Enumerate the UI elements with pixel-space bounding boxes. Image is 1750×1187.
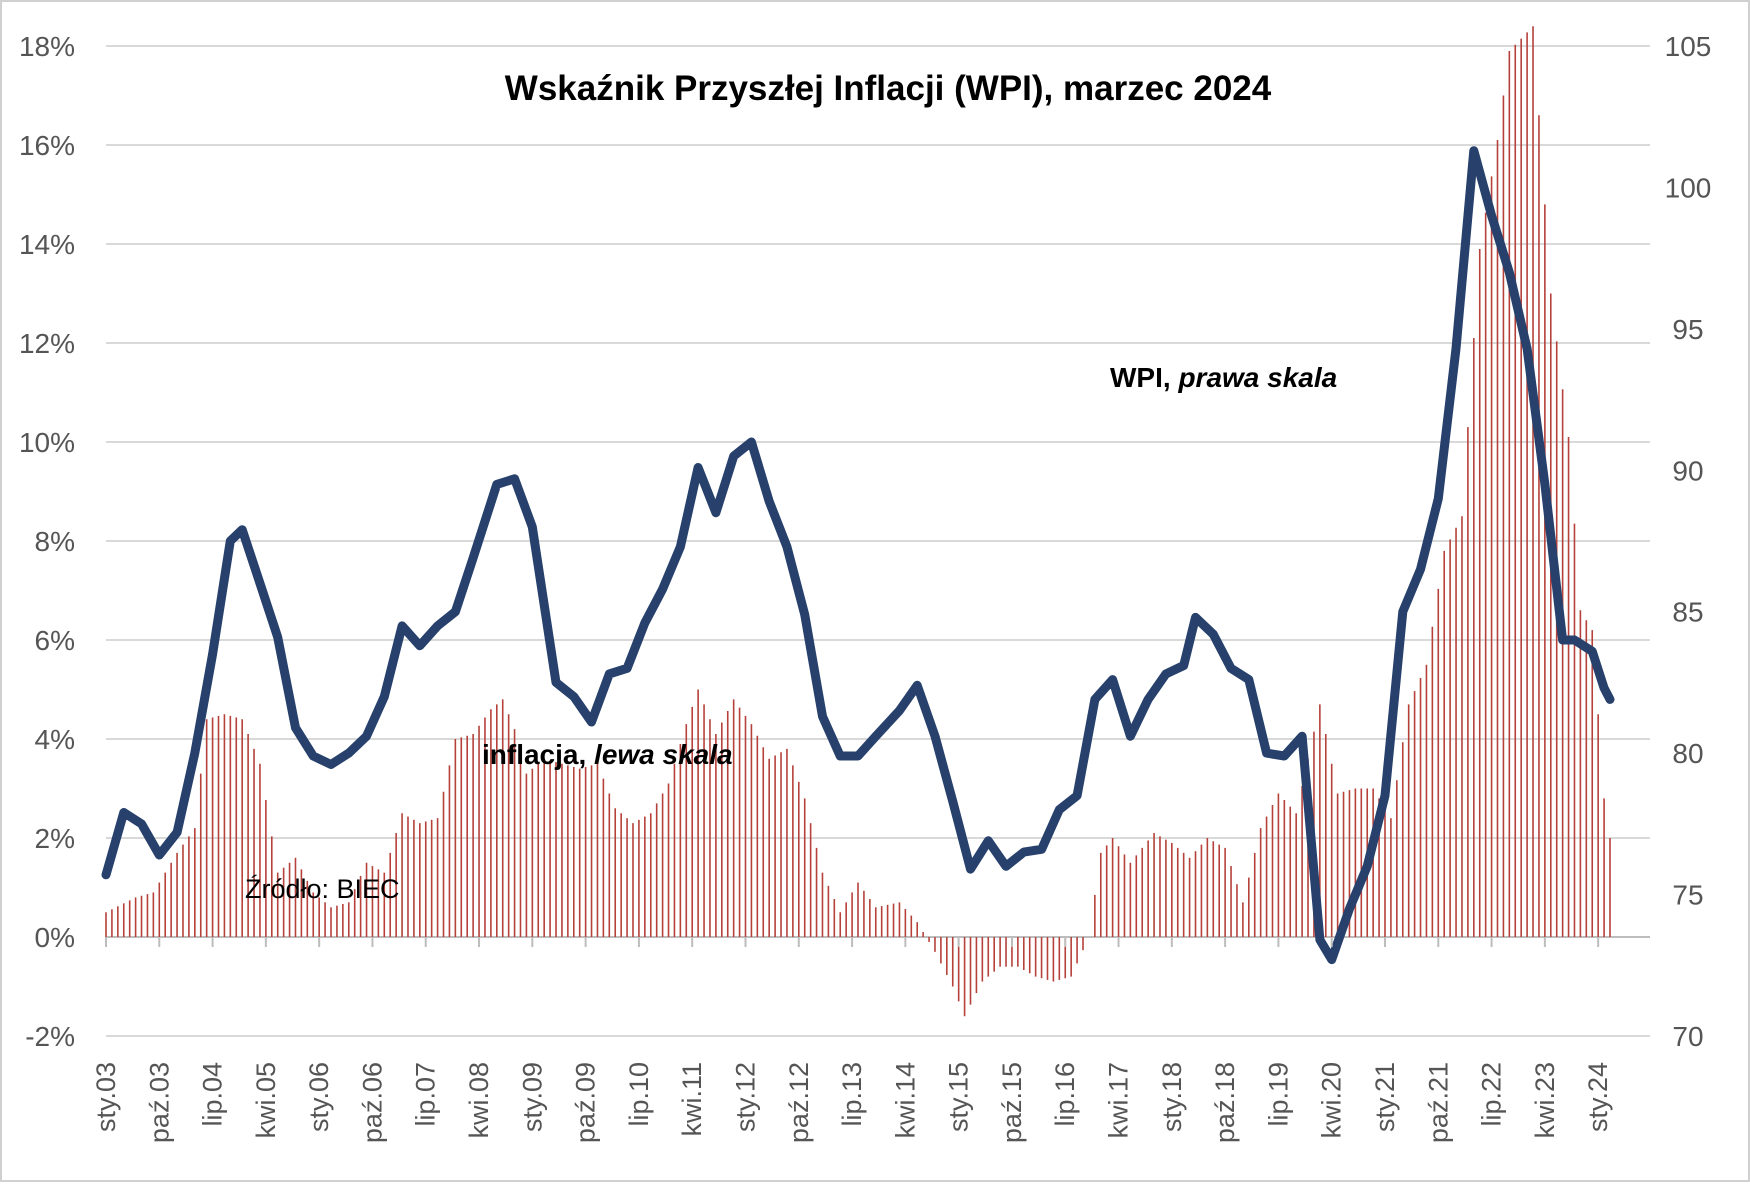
x-tick-label: kwi.17 bbox=[1104, 1062, 1134, 1139]
right-tick-label: 90 bbox=[1672, 455, 1703, 486]
x-tick-label: lip.13 bbox=[837, 1062, 867, 1127]
gridlines bbox=[106, 45, 1650, 1037]
x-tick-label: lip.07 bbox=[411, 1062, 441, 1127]
x-tick-label: kwi.23 bbox=[1530, 1062, 1560, 1139]
inflation-label-italic: lewa skala bbox=[594, 739, 733, 770]
x-axis: sty.03 paź.03 lip.04 kwi.05 sty.06 paź.06 lip.… bbox=[91, 937, 1613, 1143]
wpi-line-group bbox=[101, 146, 1615, 965]
inflation-series-label: inflacja, lewa skala bbox=[482, 739, 733, 770]
wpi-label-italic: prawa skala bbox=[1177, 362, 1337, 393]
wpi-series-label: WPI, prawa skala bbox=[1110, 362, 1337, 393]
x-tick-label: lip.10 bbox=[624, 1062, 654, 1127]
x-tick-label: lip.22 bbox=[1477, 1062, 1507, 1127]
x-tick-label: sty.21 bbox=[1370, 1062, 1400, 1132]
left-tick-label: 4% bbox=[35, 724, 75, 755]
inflation-bars bbox=[105, 26, 1611, 1017]
x-tick-label: paź.15 bbox=[997, 1062, 1027, 1143]
wpi-line bbox=[101, 146, 1615, 965]
x-tick-label: paź.06 bbox=[357, 1062, 387, 1143]
left-tick-label: 16% bbox=[19, 130, 75, 161]
x-tick-label: paź.09 bbox=[571, 1062, 601, 1143]
right-tick-label: 70 bbox=[1672, 1021, 1703, 1052]
x-tick-label: sty.15 bbox=[944, 1062, 974, 1132]
x-tick-label: paź.12 bbox=[784, 1062, 814, 1143]
left-axis: -2% 0% 2% 4% 6% 8% 10% 12% 14% 16% 18% bbox=[19, 31, 75, 1052]
left-tick-label: 10% bbox=[19, 427, 75, 458]
x-tick-label: sty.18 bbox=[1157, 1062, 1187, 1132]
x-tick-label: lip.19 bbox=[1263, 1062, 1293, 1127]
right-tick-label: 75 bbox=[1672, 880, 1703, 911]
left-tick-label: 14% bbox=[19, 229, 75, 260]
x-tick-label: kwi.05 bbox=[251, 1062, 281, 1139]
x-tick-label: kwi.14 bbox=[890, 1062, 920, 1139]
left-tick-label: 8% bbox=[35, 526, 75, 557]
right-tick-label: 85 bbox=[1672, 597, 1703, 628]
left-tick-label: -2% bbox=[25, 1021, 75, 1052]
x-tick-label: sty.03 bbox=[91, 1062, 121, 1132]
left-tick-label: 12% bbox=[19, 328, 75, 359]
x-tick-label: sty.12 bbox=[730, 1062, 760, 1132]
right-tick-label: 100 bbox=[1665, 172, 1712, 203]
right-axis: 70 75 80 85 90 95 100 105 bbox=[1665, 31, 1712, 1052]
right-tick-label: 80 bbox=[1672, 738, 1703, 769]
chart-title: Wskaźnik Przyszłej Inflacji (WPI), marze… bbox=[505, 69, 1272, 108]
x-tick-label: kwi.20 bbox=[1317, 1062, 1347, 1139]
inflation-label-main: inflacja, bbox=[482, 739, 594, 770]
x-tick-label: lip.16 bbox=[1050, 1062, 1080, 1127]
x-tick-label: sty.06 bbox=[304, 1062, 334, 1132]
left-tick-label: 6% bbox=[35, 625, 75, 656]
x-tick-label: sty.24 bbox=[1583, 1062, 1613, 1132]
x-tick-label: kwi.11 bbox=[677, 1062, 707, 1137]
left-tick-label: 0% bbox=[35, 922, 75, 953]
right-tick-label: 105 bbox=[1665, 31, 1712, 62]
left-tick-label: 18% bbox=[19, 31, 75, 62]
right-tick-label: 95 bbox=[1672, 314, 1703, 345]
x-tick-label: sty.09 bbox=[517, 1062, 547, 1132]
wpi-label-main: WPI, bbox=[1110, 362, 1178, 393]
source-note: Źródło: BIEC bbox=[245, 874, 400, 904]
x-tick-label: paź.21 bbox=[1423, 1062, 1453, 1143]
x-tick-label: lip.04 bbox=[198, 1062, 228, 1127]
x-tick-label: kwi.08 bbox=[464, 1062, 494, 1139]
x-tick-label: paź.03 bbox=[144, 1062, 174, 1143]
x-tick-label: paź.18 bbox=[1210, 1062, 1240, 1143]
left-tick-label: 2% bbox=[35, 823, 75, 854]
